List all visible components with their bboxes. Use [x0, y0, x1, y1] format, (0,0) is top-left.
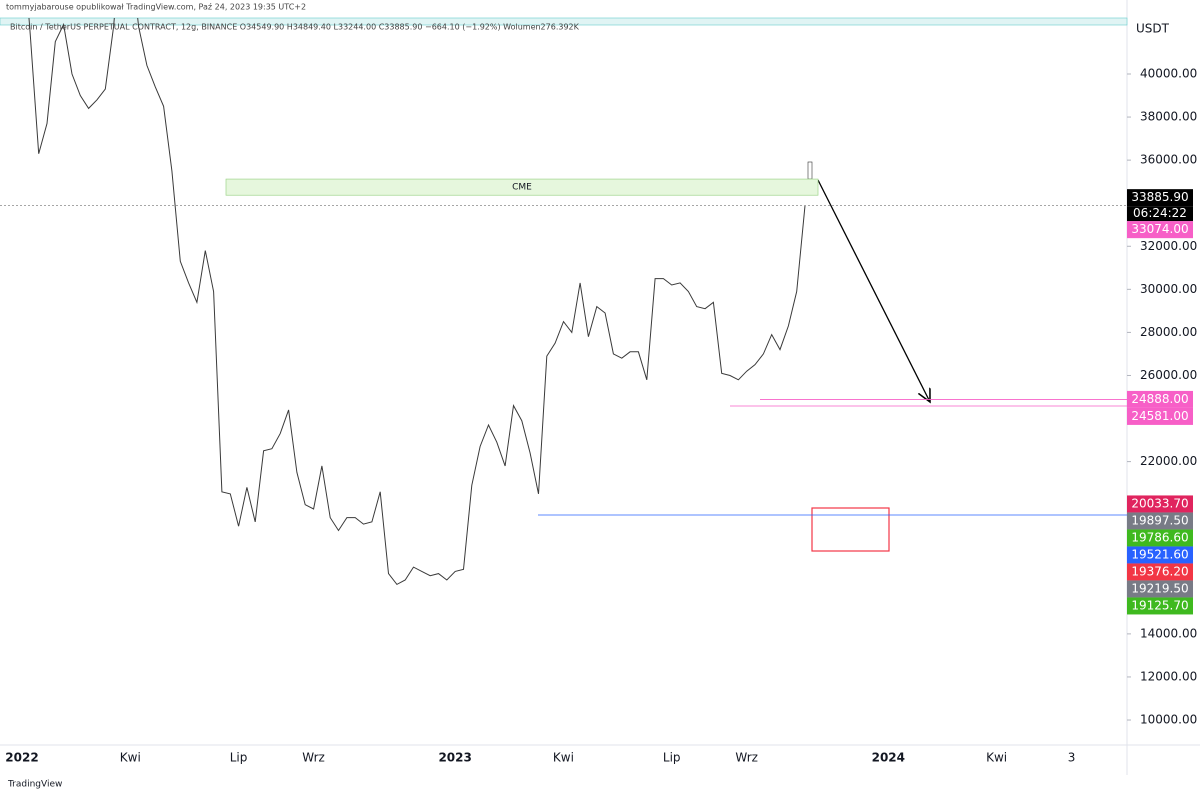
price-line [28, 18, 806, 586]
y-tick-label: 28000.00 [1140, 325, 1197, 339]
price-label: 19219.50 [1131, 581, 1188, 595]
zone [225, 178, 819, 196]
price-label: 24888.00 [1131, 392, 1188, 406]
x-tick-label: 3 [1068, 751, 1076, 765]
y-tick-label: 32000.00 [1140, 239, 1197, 253]
price-label: 33885.90 [1131, 190, 1188, 204]
price-label-bg [1127, 529, 1193, 547]
price-label-bg [1127, 407, 1193, 425]
price-label: 19125.70 [1131, 598, 1188, 612]
header: tommyjabarouse opublikował TradingView.c… [6, 3, 306, 12]
target-box [811, 507, 890, 552]
y-tick-label: 10000.00 [1140, 713, 1197, 727]
y-tick-label: 38000.00 [1140, 110, 1197, 124]
countdown: 06:24:22 [1133, 206, 1187, 220]
x-tick-label: Wrz [735, 751, 758, 765]
price-label-bg [1127, 390, 1193, 408]
top-band [0, 17, 1128, 26]
price-label: 19786.60 [1131, 530, 1188, 544]
price-label-bg [1127, 189, 1193, 207]
price-label-bg [1127, 597, 1193, 615]
x-tick-label: 2023 [438, 751, 471, 765]
x-tick-label: Kwi [553, 751, 574, 765]
y-tick-label: 36000.00 [1140, 153, 1197, 167]
x-tick-label: 2022 [5, 751, 38, 765]
price-label-bg [1127, 563, 1193, 581]
arrow [817, 179, 930, 402]
price-label-bg [1127, 512, 1193, 530]
price-label-bg [1127, 221, 1193, 239]
price-label: 19897.50 [1131, 513, 1188, 527]
y-tick-label: 12000.00 [1140, 669, 1197, 683]
footer: TradingView [7, 780, 62, 790]
plot-area [28, 18, 806, 586]
price-label-bg [1127, 580, 1193, 598]
zone-label: CME [512, 183, 532, 193]
marker-box [807, 161, 813, 180]
y-tick-label: 26000.00 [1140, 368, 1197, 382]
x-tick-label: Wrz [302, 751, 325, 765]
price-label: 20033.70 [1131, 496, 1188, 510]
x-tick-label: 2024 [872, 751, 905, 765]
y-tick-label: 14000.00 [1140, 626, 1197, 640]
price-label: 19376.20 [1131, 564, 1188, 578]
currency: USDT [1136, 22, 1170, 36]
price-label: 33074.00 [1131, 222, 1188, 236]
y-tick-label: 22000.00 [1140, 454, 1197, 468]
price-label: 24581.00 [1131, 409, 1188, 423]
price-label-bg [1127, 495, 1193, 513]
x-tick-label: Kwi [986, 751, 1007, 765]
price-label-bg [1127, 546, 1193, 564]
x-tick-label: Lip [230, 751, 248, 765]
x-tick-label: Kwi [120, 751, 141, 765]
countdown-bg [1127, 206, 1193, 222]
x-tick-label: Lip [663, 751, 681, 765]
y-tick-label: 40000.00 [1140, 66, 1197, 80]
y-tick-label: 30000.00 [1140, 282, 1197, 296]
price-label: 19521.60 [1131, 547, 1188, 561]
legend: Bitcoin / TetherUS PERPETUAL CONTRACT, 1… [10, 23, 580, 32]
